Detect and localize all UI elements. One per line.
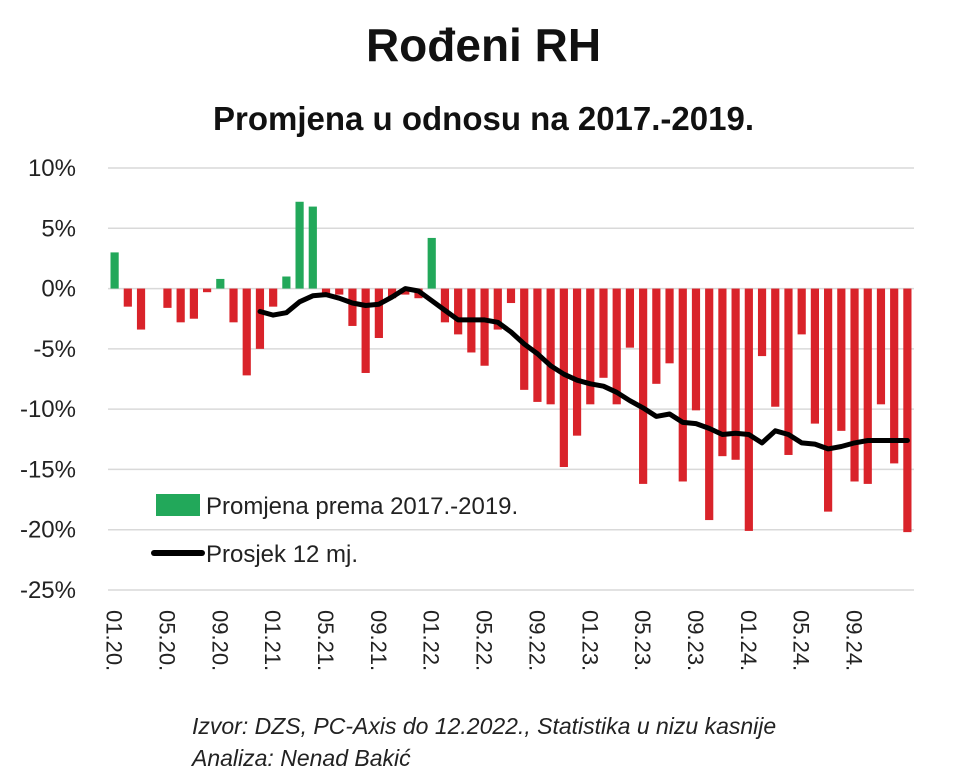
bar [771,288,780,407]
bar [189,288,198,319]
x-axis: 01.20. 05.20. 09.20. 01.21. 05.21. 09.21. 01.2… [102,610,867,671]
source-line: Izvor: DZS, PC-Axis do 12.2022., Statist… [192,713,777,739]
y-axis: 10% 5% 0% -5% -10% -15% -20% -25% [20,155,76,604]
bar [639,288,648,484]
bar [176,288,185,323]
x-tick-label: 09.21. [366,610,391,671]
bar [401,288,410,295]
bar [572,288,582,436]
y-tick-label: -25% [20,577,76,604]
bar [890,288,899,464]
bar [229,288,238,323]
bar [282,276,291,289]
x-tick-label: 09.24. [842,610,867,671]
x-tick-label: 09.23. [683,610,708,671]
bar [744,288,753,531]
bar [612,288,621,405]
x-tick-label: 05.21. [313,610,338,671]
x-tick-label: 05.20. [154,610,179,671]
analysis-line: Analiza: Nenad Bakić [192,745,411,771]
legend: Promjena prema 2017.-2019. Prosjek 12 mj… [151,493,518,568]
x-tick-label: 05.23. [630,610,655,671]
x-tick-label: 05.22. [472,610,497,671]
legend-label-line: Prosjek 12 mj. [206,541,358,568]
bar [454,288,463,335]
bar [123,288,132,307]
bar [863,288,872,484]
average-line [257,286,910,452]
legend-swatch-bars [156,494,200,516]
bar [903,288,912,533]
bar [824,288,833,512]
bar [440,288,450,323]
bar [599,288,608,378]
bar [810,288,819,424]
bar [533,288,542,402]
bar [506,288,516,304]
bar [136,288,146,330]
bar [163,288,172,308]
y-tick-label: -15% [20,456,76,483]
bar [546,288,555,405]
y-tick-label: -10% [20,396,76,423]
bar [321,288,331,295]
bar [335,288,344,295]
bar [361,288,370,373]
bar [520,288,529,390]
chart-title: Rođeni RH [365,19,602,71]
bar [784,288,793,455]
bar [678,288,687,482]
y-tick-label: -5% [33,336,76,363]
bar [691,288,701,411]
bar [295,201,304,289]
bar [110,252,119,289]
bar [718,288,727,457]
bar [203,288,212,293]
bar [308,206,317,289]
bar [493,288,502,330]
y-tick-label: -20% [20,517,76,544]
x-tick-label: 01.23. [577,610,602,671]
bar [348,288,357,326]
bar [665,288,674,364]
x-tick-label: 09.22. [524,610,549,671]
bar [625,288,635,348]
x-tick-label: 01.20. [102,610,127,671]
bar [216,278,225,289]
bar [757,288,767,357]
chart-subtitle: Promjena u odnosu na 2017.-2019. [212,100,755,137]
bar [387,288,397,299]
source-note: Izvor: DZS, PC-Axis do 12.2022., Statist… [192,710,776,774]
bar [269,288,278,307]
bar [652,288,661,384]
bar [731,288,740,460]
bar [559,288,568,468]
x-tick-label: 09.20. [207,610,232,671]
x-tick-label: 01.22. [419,610,444,671]
plot-area [108,168,914,590]
y-tick-label: 5% [41,215,76,242]
bar [876,288,886,405]
average-line-series [257,286,910,452]
legend-label-bars: Promjena prema 2017.-2019. [206,493,518,520]
y-tick-label: 0% [41,276,76,303]
x-tick-label: 01.21. [260,610,285,671]
x-tick-label: 05.24. [789,610,814,671]
bar [837,288,846,431]
bar [480,288,489,366]
bar [427,237,436,289]
bar [797,288,806,335]
y-tick-label: 10% [28,155,76,182]
bar [374,288,383,339]
bar [850,288,859,482]
bar [586,288,595,405]
bar [705,288,714,521]
bar [242,288,251,376]
bar [255,288,265,349]
x-tick-label: 01.24. [736,610,761,671]
